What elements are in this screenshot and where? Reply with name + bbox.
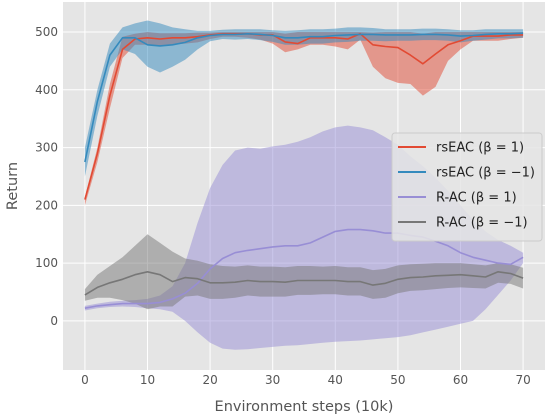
legend: rsEAC (β = 1) rsEAC (β = −1) R-AC (β = 1) R… [391, 132, 543, 242]
x-tick-label: 0 [81, 373, 89, 387]
x-tick-label: 40 [328, 373, 343, 387]
y-tick-label: 300 [35, 141, 58, 155]
y-tick-label: 400 [35, 83, 58, 97]
line-series-0 [84, 32, 524, 200]
y-tick-label: 200 [35, 198, 58, 212]
y-tick-label: 500 [35, 25, 58, 39]
legend-box [391, 132, 543, 242]
y-tick-label: 0 [50, 314, 58, 328]
x-tick-label: 50 [390, 373, 405, 387]
series-lines [84, 32, 524, 309]
y-tick-labels: 0 100 200 300 400 500 [35, 25, 58, 328]
band-series-0 [84, 32, 524, 206]
line-series-2 [84, 228, 524, 309]
band-series-3 [84, 234, 524, 310]
x-tick-label: 60 [453, 373, 468, 387]
x-tick-label: 10 [140, 373, 155, 387]
x-axis-label: Environment steps (10k) [215, 399, 394, 415]
legend-entry: R-AC (β = −1) [436, 216, 528, 231]
x-tick-label: 30 [265, 373, 280, 387]
x-tick-labels: 0 10 20 30 40 50 60 70 [81, 373, 531, 387]
line-series-3 [84, 270, 524, 296]
legend-entry: rsEAC (β = 1) [436, 141, 524, 156]
legend-entry: R-AC (β = 1) [436, 191, 517, 206]
legend-entry: rsEAC (β = −1) [436, 166, 535, 181]
y-axis-label: Return [5, 162, 21, 210]
line-series-1 [84, 32, 524, 163]
x-tick-label: 20 [202, 373, 217, 387]
y-tick-label: 100 [35, 256, 58, 270]
x-tick-label: 70 [515, 373, 530, 387]
